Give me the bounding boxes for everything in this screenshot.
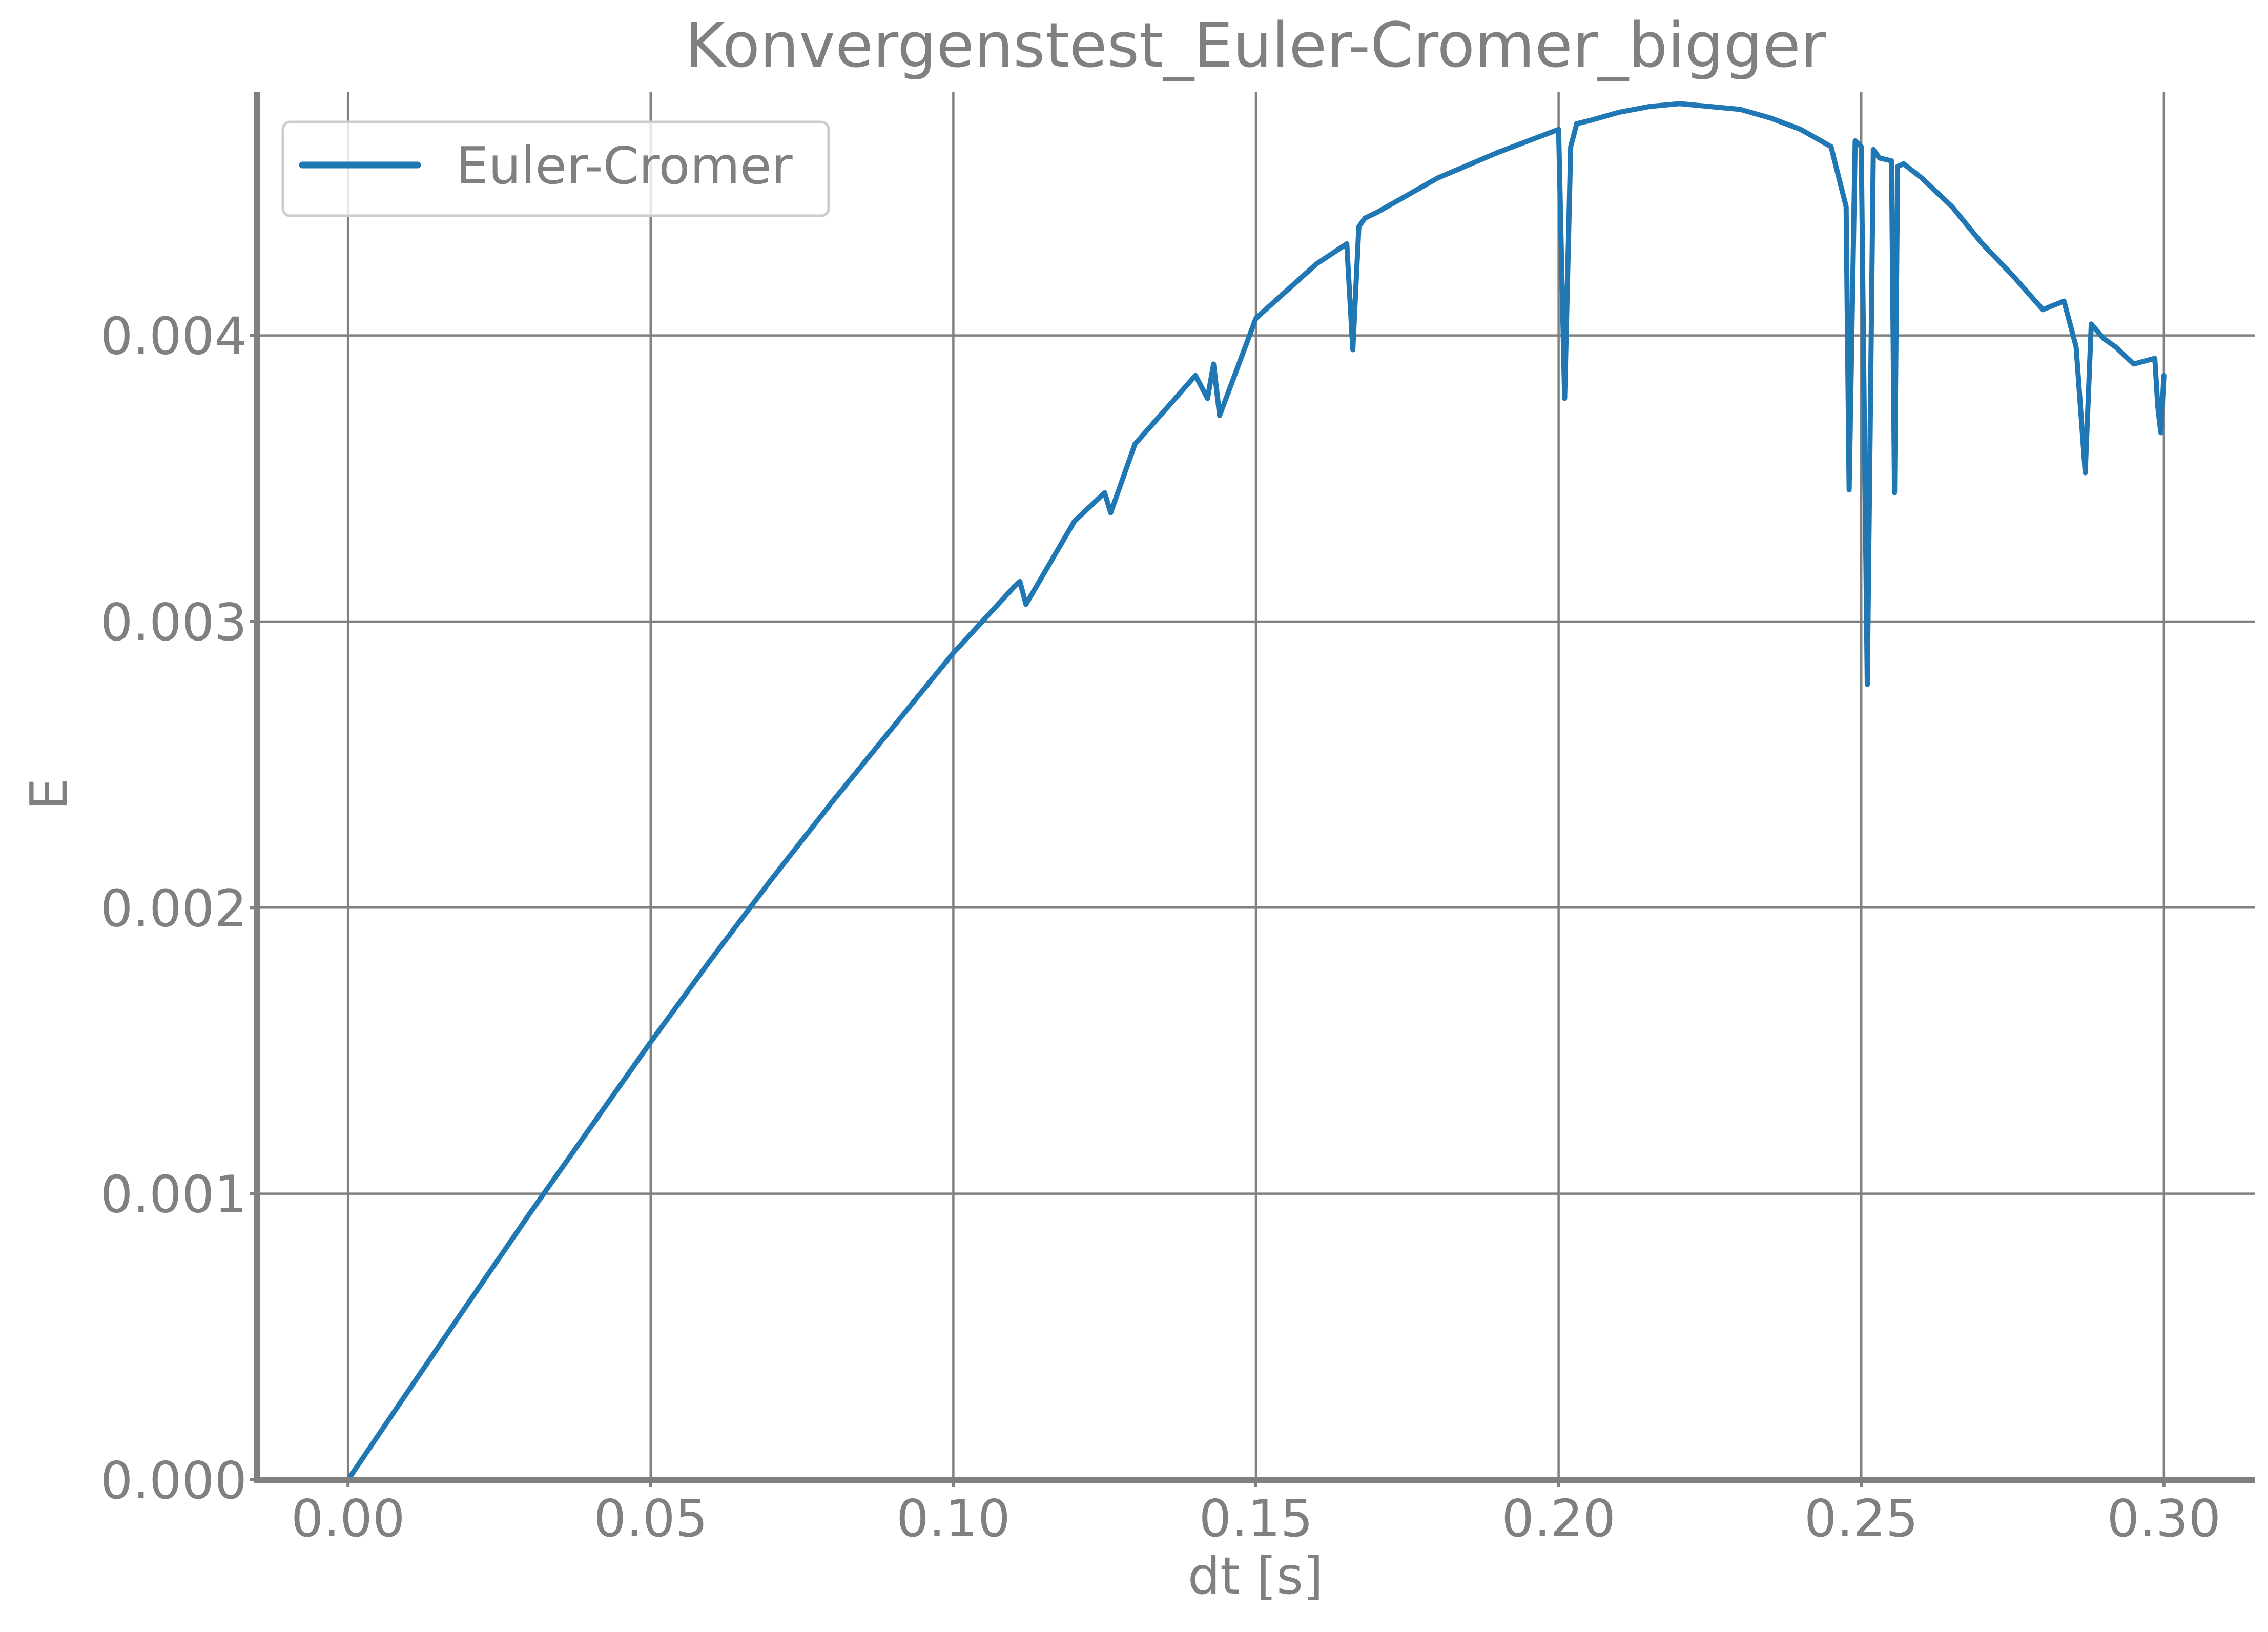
ticks: 0.00 0.05 0.10 0.15 0.20 0.25 0.30 0.000 0.001 0.… xyxy=(100,306,2221,1548)
chart-title: Konvergenstest_Euler-Cromer_bigger xyxy=(685,10,1826,81)
series-layer xyxy=(345,101,2167,1482)
legend-label-euler-cromer: Euler-Cromer xyxy=(456,136,793,196)
x-tick-label: 0.25 xyxy=(1804,1489,1919,1548)
x-tick-label: 0.30 xyxy=(2107,1489,2221,1548)
axes xyxy=(254,92,2255,1483)
y-tick-label: 0.001 xyxy=(100,1165,247,1225)
x-axis-label: dt [s] xyxy=(1188,1546,1324,1606)
y-tick-label: 0.002 xyxy=(100,878,247,938)
x-tick-label: 0.05 xyxy=(593,1489,708,1548)
y-tick-label: 0.003 xyxy=(100,592,247,652)
x-tick-label: 0.10 xyxy=(896,1489,1011,1548)
series-line-euler-cromer xyxy=(345,101,2167,1482)
y-axis-label: E xyxy=(19,778,79,810)
x-tick-label: 0.00 xyxy=(291,1489,405,1548)
x-tick-label: 0.15 xyxy=(1199,1489,1313,1548)
grid xyxy=(257,92,2255,1481)
x-tick-label: 0.20 xyxy=(1501,1489,1616,1548)
y-tick-label: 0.004 xyxy=(100,306,247,366)
legend: Euler-Cromer xyxy=(281,120,830,217)
legend-box xyxy=(281,120,830,217)
y-tick-label: 0.000 xyxy=(100,1451,247,1511)
